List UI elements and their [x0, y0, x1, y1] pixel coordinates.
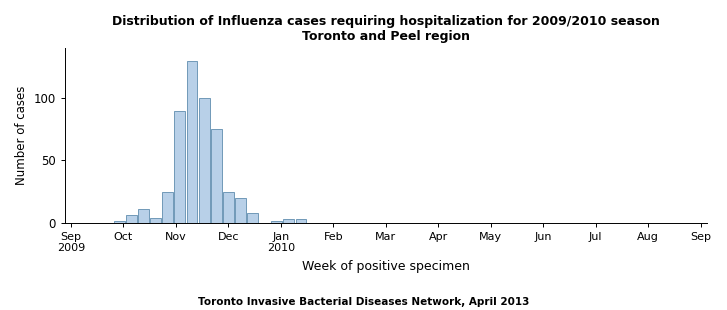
X-axis label: Week of positive specimen: Week of positive specimen — [302, 260, 470, 273]
Bar — [235, 198, 246, 223]
Bar — [162, 192, 173, 223]
Bar — [247, 213, 258, 223]
Bar — [126, 215, 137, 223]
Bar — [174, 111, 185, 223]
Bar — [138, 209, 149, 223]
Bar — [223, 192, 234, 223]
Bar — [296, 219, 307, 223]
Text: Toronto Invasive Bacterial Diseases Network, April 2013: Toronto Invasive Bacterial Diseases Netw… — [198, 297, 529, 307]
Bar — [271, 221, 282, 223]
Bar — [114, 221, 125, 223]
Bar — [198, 98, 209, 223]
Y-axis label: Number of cases: Number of cases — [15, 86, 28, 185]
Bar — [211, 129, 222, 223]
Bar — [187, 61, 198, 223]
Bar — [150, 218, 161, 223]
Bar — [284, 219, 294, 223]
Title: Distribution of Influenza cases requiring hospitalization for 2009/2010 season
T: Distribution of Influenza cases requirin… — [112, 15, 660, 43]
